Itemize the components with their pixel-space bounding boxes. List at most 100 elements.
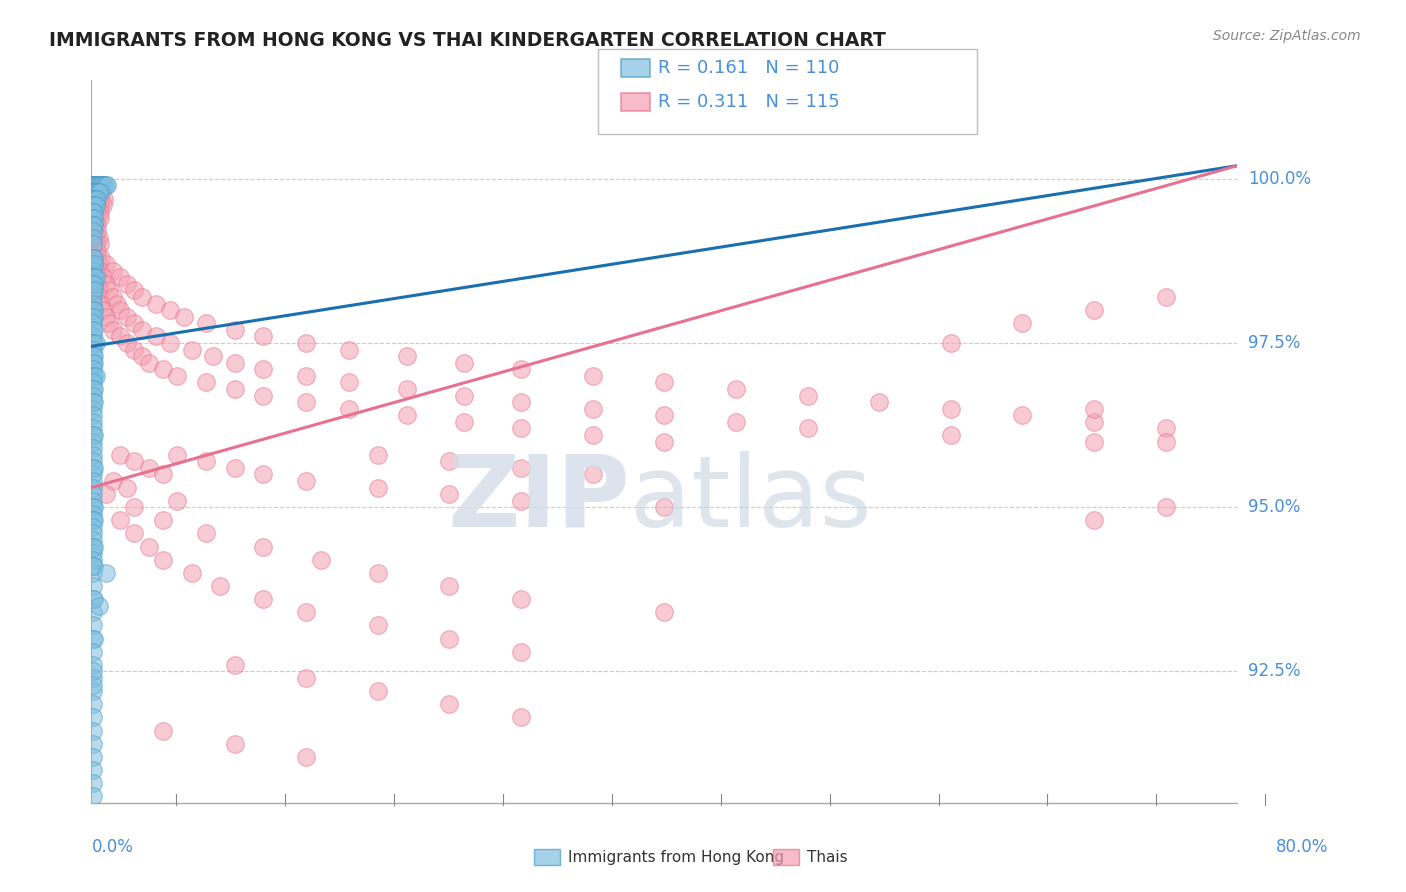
Point: [939, 336, 962, 351]
Point: [82, 204, 104, 219]
Point: [82, 218, 104, 232]
Point: [83, 592, 105, 607]
Point: [337, 343, 360, 357]
Text: Immigrants from Hong Kong: Immigrants from Hong Kong: [568, 850, 785, 864]
Point: [90, 192, 112, 206]
Point: [82, 645, 104, 659]
Point: [652, 409, 675, 423]
Point: [91, 178, 114, 193]
Point: [83, 270, 105, 285]
Point: [83, 251, 105, 265]
Point: [83, 303, 105, 318]
Point: [82, 343, 104, 357]
Point: [86, 244, 108, 258]
Point: [97, 284, 120, 298]
Point: [83, 224, 105, 238]
Point: [86, 178, 108, 193]
Text: Source: ZipAtlas.com: Source: ZipAtlas.com: [1213, 29, 1361, 43]
Point: [224, 460, 246, 475]
Point: [295, 474, 318, 488]
Point: [82, 749, 104, 764]
Point: [101, 290, 124, 304]
Point: [124, 526, 146, 541]
Point: [115, 481, 138, 495]
Point: [82, 533, 104, 547]
Point: [367, 566, 389, 580]
Point: [166, 493, 188, 508]
Point: [652, 605, 675, 619]
Point: [82, 270, 104, 285]
Point: [82, 362, 104, 376]
Point: [82, 323, 104, 337]
Point: [108, 303, 131, 318]
Point: [82, 500, 104, 515]
Point: [124, 454, 146, 468]
Point: [224, 356, 246, 370]
Text: 0.0%: 0.0%: [91, 838, 134, 855]
Point: [82, 434, 104, 449]
Point: [89, 296, 111, 310]
Point: [89, 204, 111, 219]
Point: [337, 401, 360, 416]
Point: [93, 178, 115, 193]
Point: [82, 356, 104, 370]
Point: [724, 382, 747, 396]
Point: [796, 421, 818, 435]
Point: [131, 323, 153, 337]
Point: [82, 336, 104, 351]
Point: [82, 218, 104, 232]
Point: [83, 356, 105, 370]
Point: [87, 290, 110, 304]
Point: [83, 218, 105, 232]
Point: [1154, 434, 1177, 449]
Point: [582, 428, 605, 442]
Point: [84, 231, 107, 245]
Point: [124, 316, 146, 330]
Point: [83, 349, 105, 363]
Point: [82, 185, 104, 199]
Point: [108, 448, 131, 462]
Point: [152, 723, 174, 738]
Point: [159, 303, 181, 318]
Point: [89, 185, 111, 199]
Point: [90, 185, 112, 199]
Point: [82, 559, 104, 574]
Point: [367, 618, 389, 632]
Point: [93, 192, 115, 206]
Point: [83, 257, 105, 271]
Point: [89, 211, 111, 226]
Point: [868, 395, 890, 409]
Point: [138, 540, 160, 554]
Point: [83, 204, 105, 219]
Point: [83, 368, 105, 383]
Point: [84, 264, 107, 278]
Point: [152, 513, 174, 527]
Point: [652, 434, 675, 449]
Point: [152, 362, 174, 376]
Point: [209, 579, 232, 593]
Point: [295, 395, 318, 409]
Point: [97, 316, 120, 330]
Point: [83, 251, 105, 265]
Point: [194, 454, 217, 468]
Text: 80.0%: 80.0%: [1277, 838, 1329, 855]
Point: [252, 329, 274, 343]
Point: [89, 178, 111, 193]
Point: [86, 185, 108, 199]
Point: [82, 284, 104, 298]
Point: [82, 224, 104, 238]
Point: [510, 421, 533, 435]
Point: [82, 178, 104, 193]
Point: [82, 231, 104, 245]
Point: [367, 448, 389, 462]
Point: [83, 632, 105, 646]
Point: [510, 362, 533, 376]
Point: [89, 264, 111, 278]
Point: [84, 368, 107, 383]
Point: [82, 277, 104, 291]
Point: [86, 192, 108, 206]
Point: [108, 270, 131, 285]
Point: [83, 336, 105, 351]
Point: [173, 310, 195, 324]
Point: [82, 526, 104, 541]
